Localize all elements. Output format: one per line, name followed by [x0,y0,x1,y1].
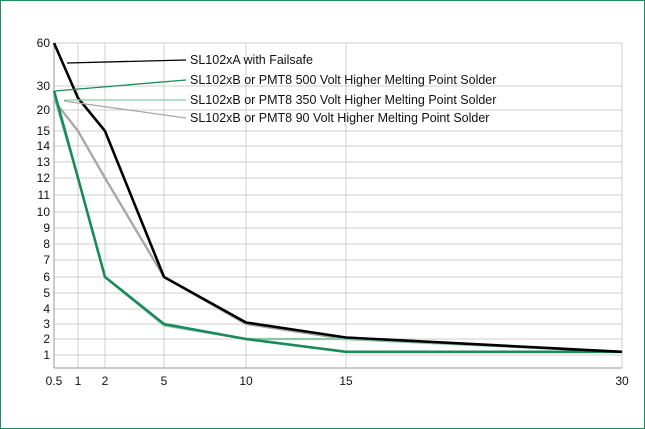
legend-leader-line [63,100,187,119]
y-tick-label: 3 [43,317,50,331]
y-tick-label: 7 [43,253,50,267]
y-tick-label: 4 [43,302,50,316]
legend-label: SL102xB or PMT8 90 Volt Higher Melting P… [190,111,489,125]
y-tick-label: 8 [43,237,50,251]
legend-label: SL102xB or PMT8 500 Volt Higher Melting … [190,73,496,87]
y-tick-label: 2 [43,332,50,346]
x-tick-label: 5 [161,374,168,388]
legend-leader-line [54,79,187,92]
y-tick-label: 20 [37,103,51,117]
y-tick-label: 13 [37,155,51,169]
x-tick-labels: 0.5 1 2 5 10 15 30 [46,374,629,388]
x-tick-label: 0.5 [46,374,63,388]
grid [53,42,623,369]
y-tick-label: 9 [43,221,50,235]
x-tick-label: 10 [239,374,253,388]
x-tick-label: 1 [75,374,82,388]
y-tick-label: 12 [37,171,51,185]
x-tick-label: 30 [615,374,629,388]
y-tick-label: 10 [37,205,51,219]
y-tick-label: 5 [43,286,50,300]
x-tick-label: 2 [102,374,109,388]
y-tick-label: 30 [37,79,51,93]
legend-label: SL102xA with Failsafe [190,53,313,67]
y-tick-label: 6 [43,270,50,284]
series-line-4 [53,99,623,353]
series-line-2 [52,90,622,354]
x-tick-label: 15 [339,374,353,388]
y-tick-label: 60 [37,36,51,50]
series-line-1 [52,42,623,354]
y-tick-label: 15 [37,124,51,138]
series-lines [52,42,623,354]
y-tick-label: 1 [43,348,50,362]
legend-label: SL102xB or PMT8 350 Volt Higher Melting … [190,93,496,107]
legend: SL102xA with Failsafe SL102xB or PMT8 500… [54,53,496,125]
y-tick-label: 14 [37,139,51,153]
legend-leader-line [66,59,187,64]
series-line-3 [52,95,623,353]
y-tick-label: 11 [38,188,51,202]
